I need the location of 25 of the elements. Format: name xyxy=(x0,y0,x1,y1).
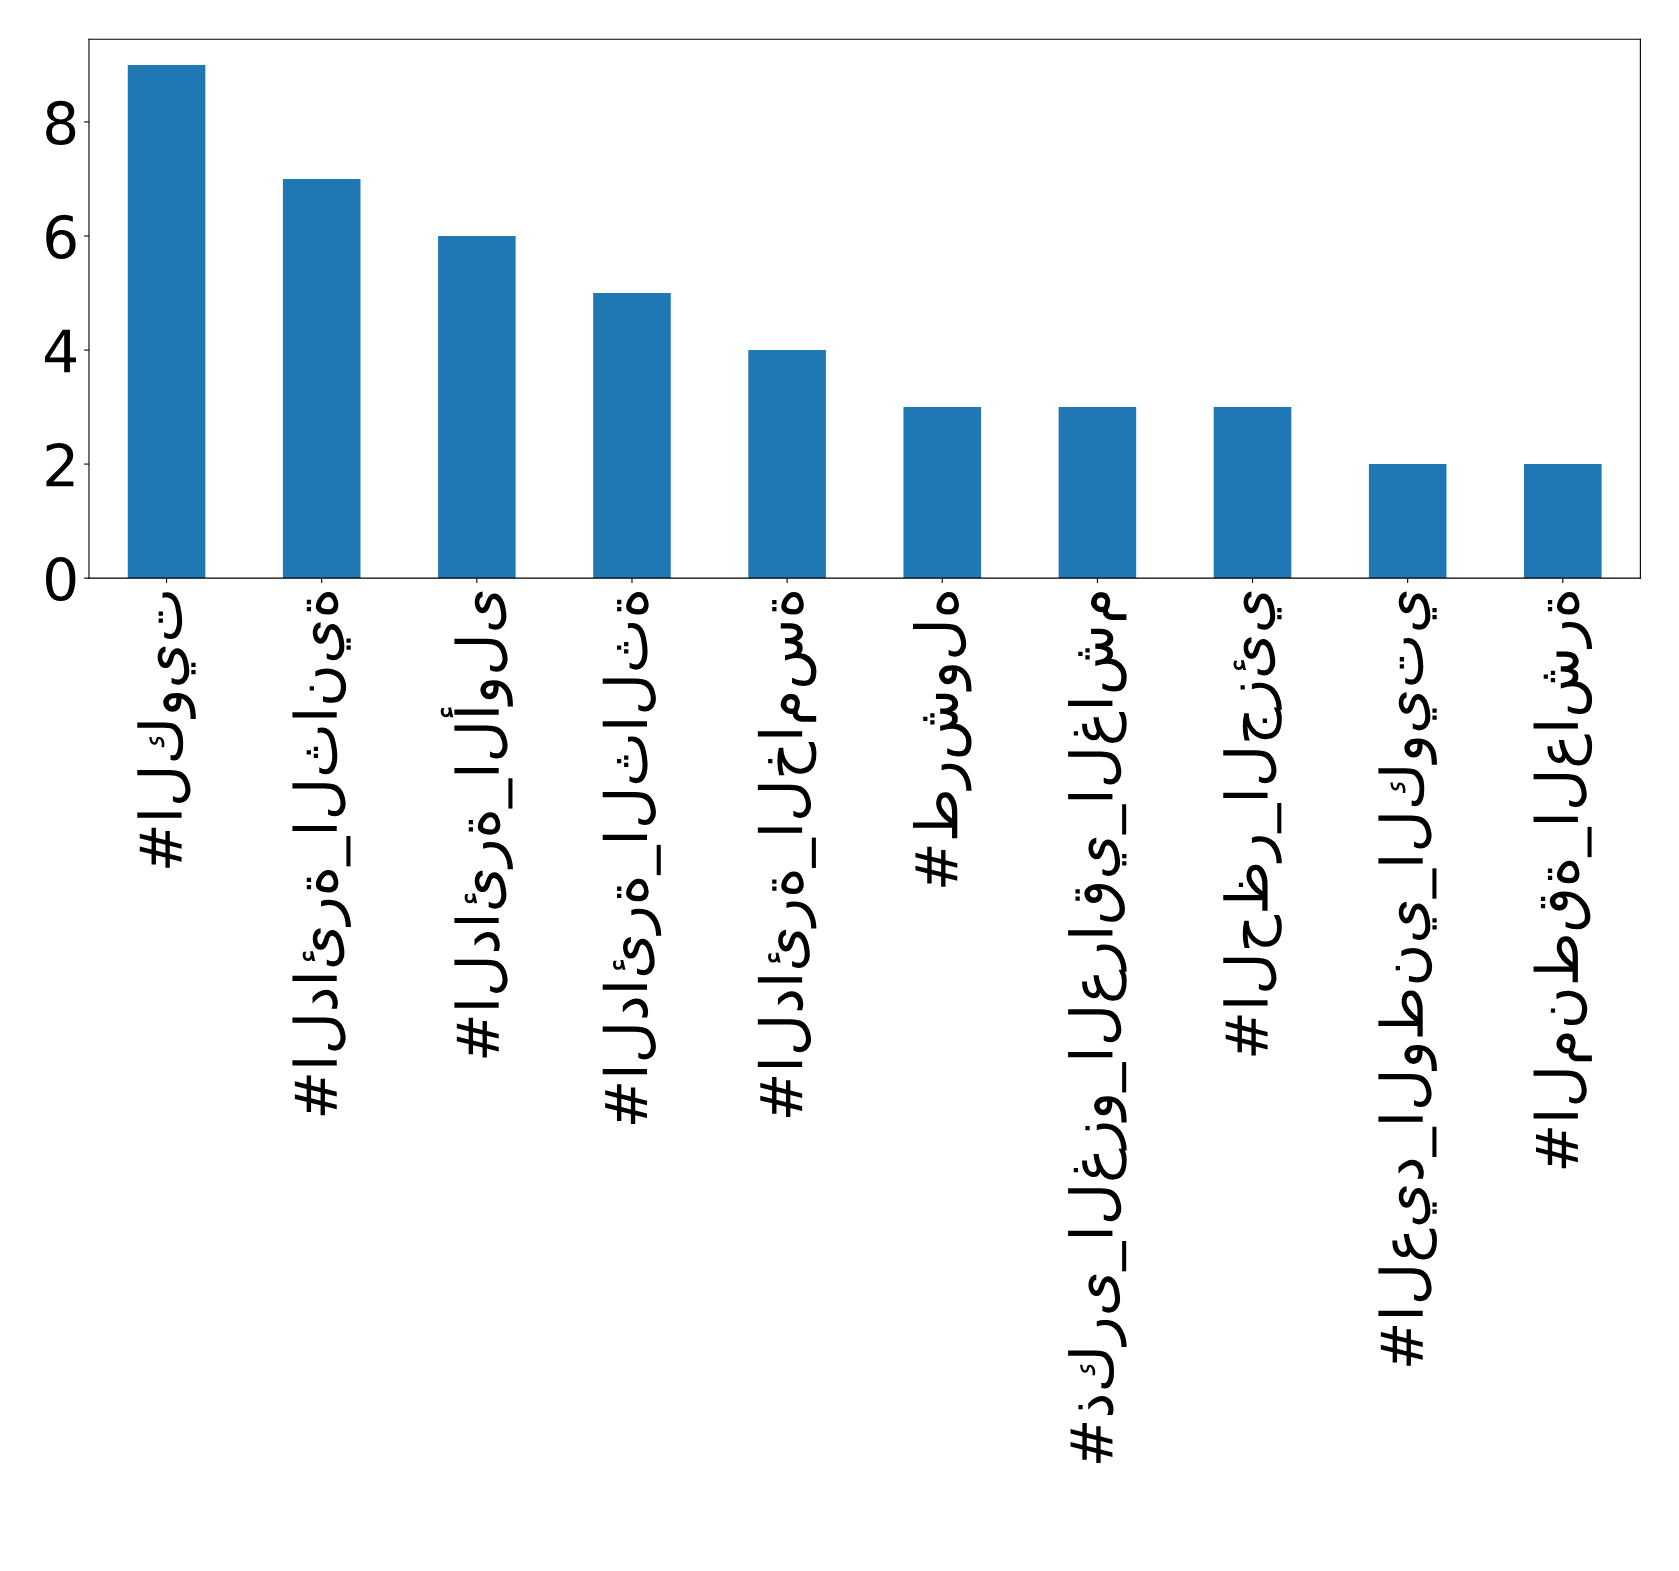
y-tick-label: 4 xyxy=(45,329,76,373)
bar xyxy=(1058,407,1137,579)
bar xyxy=(282,178,361,579)
x-tick-label: #الحظر_الجزئي xyxy=(1223,591,1282,1056)
bar xyxy=(1368,464,1447,579)
x-tick-label: #ذكرى_الغزو_العراقي_الغاشم xyxy=(1068,592,1127,1463)
bar xyxy=(903,407,982,579)
x-tick-label: #الدائرة_الثانية xyxy=(292,591,351,1116)
bar xyxy=(127,64,206,579)
x-tick-label: #طرشوله xyxy=(912,592,972,887)
x-tick-label: #الدائرة_الأولى xyxy=(440,591,513,1058)
bar xyxy=(438,236,516,579)
y-tick-label: 2 xyxy=(46,442,74,487)
y-tick-label: 6 xyxy=(46,214,76,259)
y-tick-label: 8 xyxy=(46,100,76,145)
bar xyxy=(748,350,826,579)
bar xyxy=(1213,407,1292,579)
x-tick-label: #الكويت xyxy=(137,592,196,868)
y-tick-label: 0 xyxy=(46,557,76,602)
x-tick-label: #الدائرة_الخامسة xyxy=(757,591,817,1117)
x-tick-label: #المنطقة_العاشرة xyxy=(1533,592,1593,1169)
x-tick-label: #العيد_الوطني_الكويتي xyxy=(1378,591,1437,1366)
bar xyxy=(593,293,671,579)
x-tick-label: #الدائرة_الثالثة xyxy=(602,591,662,1125)
bar xyxy=(1524,464,1602,579)
